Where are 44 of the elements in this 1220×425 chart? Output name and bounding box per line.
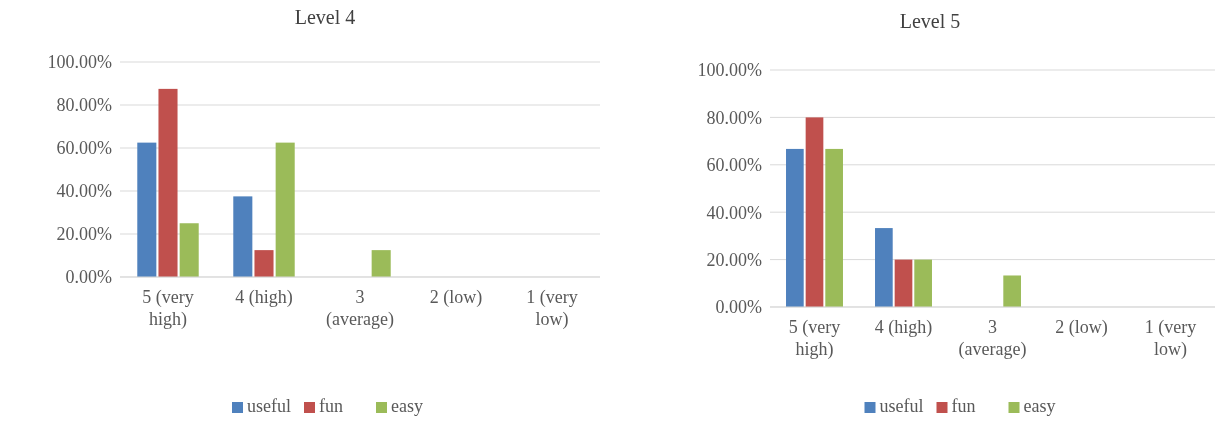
x-tick-label: 5 (very high) (142, 287, 194, 330)
bar (158, 88, 178, 277)
x-tick-label: 5 (very high) (788, 317, 841, 360)
y-tick-label: 20.00% (706, 249, 762, 270)
bar (179, 223, 199, 277)
bar (914, 259, 932, 307)
y-tick-label: 40.00% (56, 181, 112, 202)
legend-label: useful (879, 396, 924, 416)
y-tick-label: 80.00% (56, 95, 112, 116)
bar (786, 148, 804, 307)
y-tick-label: 60.00% (56, 138, 112, 159)
legend-label: easy (391, 396, 423, 416)
bar (254, 250, 274, 277)
x-tick-label: 4 (high) (235, 287, 293, 308)
x-tick-label: 2 (low) (1055, 317, 1108, 338)
bar (137, 142, 157, 277)
y-tick-label: 40.00% (706, 202, 762, 223)
bar (875, 228, 893, 307)
y-tick-label: 100.00% (47, 52, 112, 73)
y-tick-label: 0.00% (65, 267, 112, 288)
legend-label: useful (247, 396, 291, 416)
x-tick-label: 1 (very low) (526, 287, 578, 330)
bar (805, 117, 824, 307)
chart-title: Level 5 (899, 10, 961, 32)
legend-label: easy (1023, 396, 1056, 416)
y-tick-label: 20.00% (56, 224, 112, 245)
bar (894, 259, 913, 307)
x-tick-label: 3 (average) (326, 287, 394, 330)
y-tick-label: 0.00% (715, 297, 762, 318)
x-tick-label: 4 (high) (874, 317, 933, 338)
legend-label: fun (951, 396, 976, 416)
y-tick-label: 60.00% (706, 155, 762, 176)
x-tick-label: 3 (average) (958, 317, 1027, 360)
bar (371, 250, 391, 277)
bar (275, 142, 295, 277)
y-tick-label: 100.00% (697, 60, 762, 81)
bar (1003, 275, 1021, 307)
x-tick-label: 2 (low) (429, 287, 483, 308)
legend-label: fun (319, 396, 343, 416)
bar (233, 196, 253, 277)
y-tick-label: 80.00% (706, 107, 762, 128)
bar (825, 148, 843, 307)
x-tick-label: 1 (very low) (1144, 317, 1197, 360)
chart-title: Level 4 (294, 6, 356, 28)
